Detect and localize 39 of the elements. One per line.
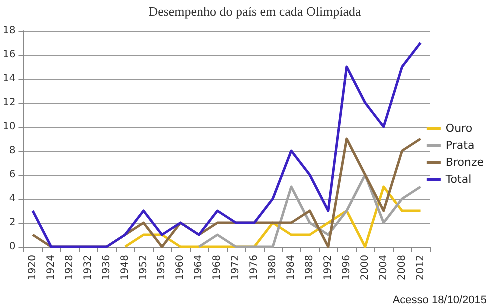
y-tick-label: 10 — [2, 122, 16, 132]
y-tick-label: 18 — [2, 26, 16, 36]
text: Acesso 18/10/2015 — [392, 294, 488, 306]
x-tick-label: 1984 — [286, 255, 297, 280]
y-tick-label: 2 — [9, 218, 16, 228]
x-tick-label: 1988 — [304, 255, 316, 280]
x-tick-label: 1956 — [156, 255, 168, 280]
x-tick-label: 1932 — [82, 255, 94, 280]
x-tick-label: 1976 — [249, 255, 260, 280]
x-tick-label: 1924 — [46, 255, 57, 280]
x-tick-label: 1964 — [194, 255, 205, 280]
chart-title: Desempenho do país em cada Olimpíada — [148, 4, 362, 19]
x-tick-label: 1980 — [268, 255, 279, 280]
legend-label: Ouro — [446, 122, 473, 135]
x-tick-label: 1972 — [230, 255, 242, 280]
x-tick-label: 2004 — [378, 255, 390, 280]
legend-label: Bronze — [446, 156, 484, 169]
x-tick-label: 1928 — [64, 255, 76, 280]
x-tick-label: 2008 — [396, 255, 408, 280]
x-tick-label: 2012 — [415, 255, 426, 280]
y-tick-label: 12 — [2, 98, 16, 108]
y-tick-label: 16 — [2, 50, 16, 60]
x-tick-label: 1952 — [138, 255, 150, 280]
x-tick-label: 1996 — [341, 255, 352, 280]
y-tick-label: 14 — [2, 74, 16, 84]
y-tick-label: 4 — [9, 194, 16, 204]
y-tick-label: 8 — [9, 146, 16, 156]
line-series — [32, 42, 422, 248]
legend-label: Total — [444, 173, 472, 186]
y-tick-label: 0 — [9, 242, 16, 252]
legend-label: Prata — [446, 139, 475, 152]
x-tick-label: 1968 — [212, 255, 224, 280]
x-tick-label: 1960 — [175, 255, 186, 280]
x-tick-label: 1936 — [101, 255, 112, 280]
y-tick-label: 6 — [9, 170, 16, 180]
x-tick-label: 2000 — [360, 255, 371, 280]
x-tick-label: 1992 — [322, 255, 334, 280]
x-tick-label: 1920 — [27, 255, 38, 280]
x-tick-label: 1948 — [120, 255, 131, 280]
